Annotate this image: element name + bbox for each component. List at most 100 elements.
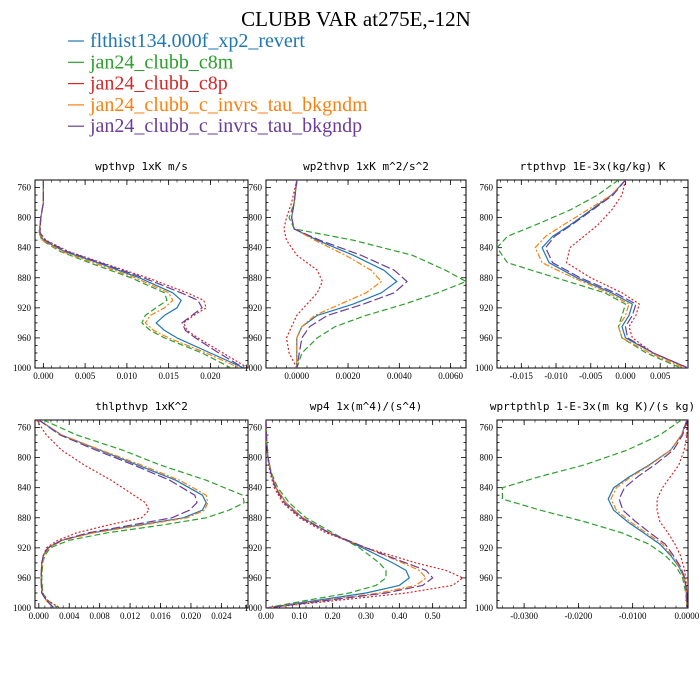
x-tick-label: 0.020 bbox=[181, 611, 202, 621]
y-tick-label: 960 bbox=[480, 333, 494, 343]
chart-panel: wpthvp 1xK m/s76080084088092096010000.00… bbox=[13, 160, 249, 381]
y-tick-label: 1000 bbox=[475, 363, 494, 373]
series-line bbox=[39, 180, 245, 368]
series-line bbox=[266, 420, 434, 608]
x-tick-label: 0.020 bbox=[200, 371, 221, 381]
y-tick-label: 920 bbox=[480, 543, 494, 553]
x-tick-label: 0.000 bbox=[615, 371, 636, 381]
x-tick-label: 0.024 bbox=[211, 611, 232, 621]
chart-panel: thlpthvp 1xK^276080084088092096010000.00… bbox=[13, 400, 249, 621]
y-tick-label: 880 bbox=[480, 513, 494, 523]
series-line bbox=[38, 420, 207, 608]
y-tick-label: 840 bbox=[249, 243, 263, 253]
panel-title: wp2thvp 1xK m^2/s^2 bbox=[303, 160, 429, 173]
y-tick-label: 800 bbox=[18, 213, 32, 223]
chart-panels: wpthvp 1xK m/s76080084088092096010000.00… bbox=[13, 160, 700, 621]
chart-panel: wp4 1x(m^4)/(s^4)76080084088092096010000… bbox=[244, 400, 467, 621]
series-line bbox=[266, 420, 410, 608]
y-tick-label: 880 bbox=[18, 513, 32, 523]
chart-panel: wprtpthlp 1-E-3x(m kg K)/(s kg) 760 800 840… bbox=[475, 400, 700, 621]
x-tick-label: 0.0040 bbox=[387, 371, 412, 381]
panel-title: wprtpthlp 1-E-3x(m kg K)/(s kg) bbox=[490, 400, 695, 413]
series-line bbox=[38, 420, 198, 608]
panel-title: wp4 1x(m^4)/(s^4) bbox=[310, 400, 423, 413]
legend-label: jan24_clubb_c_invrs_tau_bkgndp bbox=[89, 115, 362, 137]
y-tick-label: 920 bbox=[18, 303, 32, 313]
x-tick-label: 0.016 bbox=[150, 611, 171, 621]
x-tick-label: 0.30 bbox=[358, 611, 374, 621]
series-line bbox=[38, 420, 209, 608]
series-line bbox=[618, 420, 688, 608]
y-tick-label: 1000 bbox=[13, 603, 32, 613]
x-tick-label: 0.0000 bbox=[284, 371, 309, 381]
x-tick-label: 0.00 bbox=[258, 611, 274, 621]
series-line bbox=[291, 180, 382, 368]
legend-label: jan24_clubb_c8m bbox=[89, 51, 234, 73]
series-line bbox=[38, 180, 240, 368]
y-tick-label: 1000 bbox=[244, 603, 263, 613]
legend: flthist134.000f_xp2_revertjan24_clubb_c8… bbox=[68, 30, 368, 137]
x-tick-label: -0.0200 bbox=[565, 611, 593, 621]
x-tick-label: 0.0020 bbox=[336, 371, 361, 381]
y-tick-label: 760 bbox=[480, 423, 494, 433]
series-line bbox=[565, 180, 688, 368]
x-tick-label: 0.0060 bbox=[438, 371, 463, 381]
y-tick-label: 880 bbox=[249, 513, 263, 523]
series-line bbox=[266, 420, 427, 608]
y-tick-label: 800 bbox=[249, 213, 263, 223]
series-line bbox=[291, 180, 408, 368]
y-tick-label: 960 bbox=[18, 573, 32, 583]
y-tick-label: 760 bbox=[18, 183, 32, 193]
y-tick-label: 760 bbox=[18, 423, 32, 433]
series-line bbox=[610, 420, 688, 608]
y-tick-label: 880 bbox=[18, 273, 32, 283]
y-tick-label: 960 bbox=[249, 333, 263, 343]
y-tick-label: 840 bbox=[249, 483, 263, 493]
legend-label: flthist134.000f_xp2_revert bbox=[90, 30, 305, 52]
series-line bbox=[266, 420, 387, 608]
series-line bbox=[41, 420, 245, 608]
x-tick-label: 0.008 bbox=[90, 611, 111, 621]
x-tick-label: -0.0100 bbox=[619, 611, 647, 621]
series-line bbox=[534, 180, 685, 368]
series-line bbox=[544, 180, 688, 368]
x-tick-label: 0.20 bbox=[325, 611, 341, 621]
y-tick-label: 960 bbox=[480, 573, 494, 583]
plot-frame bbox=[34, 179, 249, 369]
series-line bbox=[288, 180, 466, 368]
x-tick-label: 0.10 bbox=[291, 611, 307, 621]
panel-title: rtpthvp 1E-3x(kg/kg) K bbox=[520, 160, 666, 173]
plot-frame bbox=[265, 179, 467, 369]
series-line bbox=[291, 180, 398, 368]
x-tick-label: 0.015 bbox=[159, 371, 180, 381]
y-tick-label: 760 bbox=[249, 183, 263, 193]
plot-frame bbox=[34, 419, 249, 609]
y-tick-label: 760 bbox=[480, 183, 494, 193]
figure-title: CLUBB VAR at275E,-12N bbox=[241, 7, 471, 31]
chart-panel: wp2thvp 1xK m^2/s^2 760 800 840 880 920 960 100… bbox=[244, 160, 467, 381]
y-tick-label: 840 bbox=[18, 483, 32, 493]
y-tick-label: 960 bbox=[249, 573, 263, 583]
series-line bbox=[266, 420, 464, 608]
x-tick-label: 0.005 bbox=[650, 371, 671, 381]
panel-title: thlpthvp 1xK^2 bbox=[95, 400, 188, 413]
y-tick-label: 920 bbox=[18, 543, 32, 553]
y-tick-label: 840 bbox=[480, 483, 494, 493]
x-tick-label: 0.40 bbox=[391, 611, 407, 621]
plot-frame bbox=[496, 179, 689, 369]
series-line bbox=[39, 180, 248, 368]
series-line bbox=[283, 180, 323, 368]
x-tick-label: -0.010 bbox=[544, 371, 568, 381]
plot-frame bbox=[496, 419, 689, 609]
series-line bbox=[541, 180, 688, 368]
x-tick-label: 0.50 bbox=[425, 611, 441, 621]
y-tick-label: 760 bbox=[249, 423, 263, 433]
panel-title: wpthvp 1xK m/s bbox=[95, 160, 188, 173]
x-tick-label: -0.005 bbox=[579, 371, 603, 381]
x-tick-label: 0.004 bbox=[59, 611, 80, 621]
y-tick-label: 880 bbox=[249, 273, 263, 283]
x-tick-label: 0.010 bbox=[117, 371, 138, 381]
series-line bbox=[497, 180, 682, 368]
x-tick-label: -0.015 bbox=[510, 371, 534, 381]
